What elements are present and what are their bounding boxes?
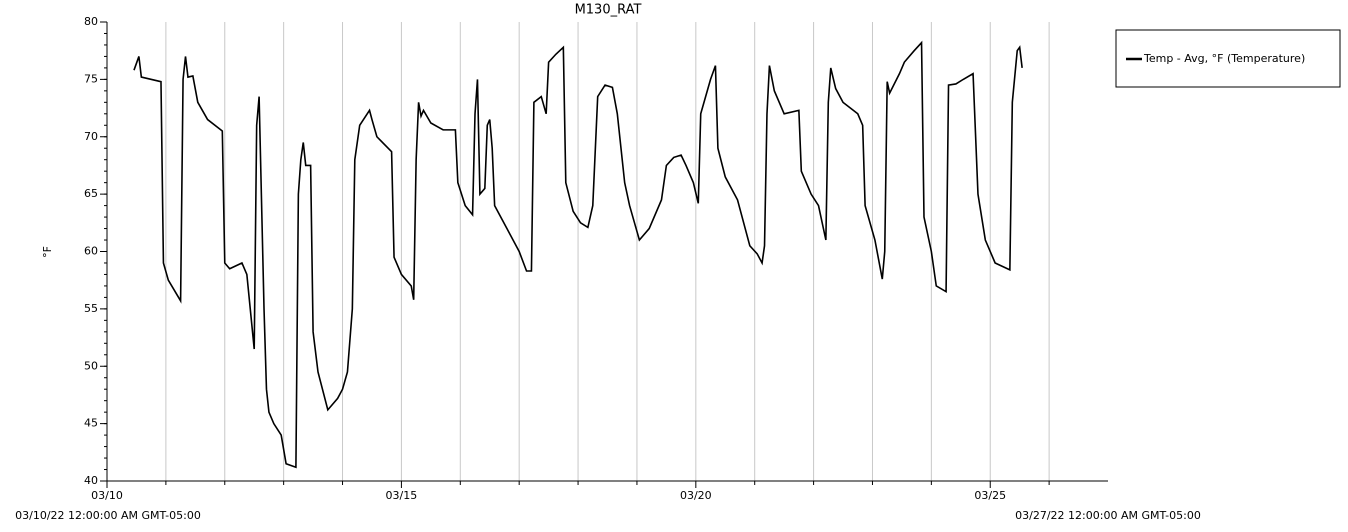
x-tick-label: 03/20: [680, 489, 712, 502]
y-tick-label: 70: [84, 130, 98, 143]
y-tick-label: 75: [84, 72, 98, 85]
y-tick-label: 40: [84, 474, 98, 487]
x-start-label: 03/10/22 12:00:00 AM GMT-05:00: [15, 509, 201, 522]
series-line: [133, 40, 1023, 469]
y-tick-label: 60: [84, 245, 98, 258]
x-end-label: 03/27/22 12:00:00 AM GMT-05:00: [1015, 509, 1201, 522]
y-axis-label: °F: [41, 246, 54, 258]
legend-label: Temp - Avg, °F (Temperature): [1143, 52, 1305, 65]
x-tick-label: 03/10: [91, 489, 123, 502]
x-tick-label: 03/15: [386, 489, 418, 502]
legend-box: [1115, 29, 1341, 88]
y-tick-label: 45: [84, 417, 98, 430]
y-tick-label: 65: [84, 187, 98, 200]
y-tick-label: 80: [84, 15, 98, 28]
y-tick-label: 55: [84, 302, 98, 315]
y-tick-label: 50: [84, 359, 98, 372]
x-tick-label: 03/25: [974, 489, 1006, 502]
chart-title: M130_RAT: [575, 3, 642, 18]
